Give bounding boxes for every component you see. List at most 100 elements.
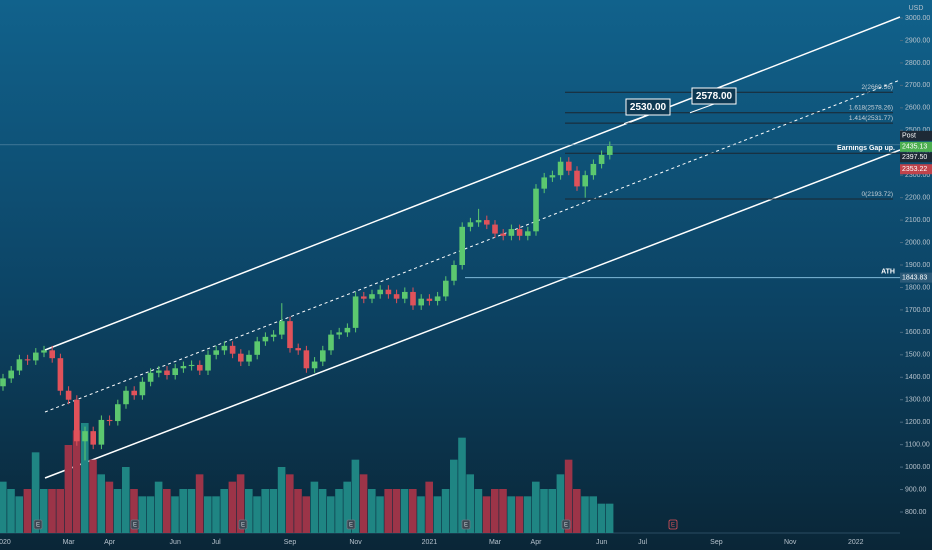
ath-price: 1843.83 — [902, 274, 927, 281]
y-tick-label: 1700.00 — [905, 307, 930, 314]
volume-bar — [589, 496, 597, 533]
candle-body — [123, 390, 129, 405]
volume-bar — [228, 481, 237, 533]
volume-bar — [343, 481, 351, 533]
y-tick-label: 2300.00 — [905, 172, 930, 179]
volume-bar — [179, 489, 187, 533]
x-tick-label: Mar — [489, 539, 502, 546]
candle-body — [566, 161, 572, 171]
candle-body — [336, 332, 342, 335]
y-tick-label: 1000.00 — [905, 464, 930, 471]
earnings-marker: E — [564, 523, 568, 529]
candle-body — [49, 350, 55, 359]
volume-bar — [564, 459, 573, 533]
candle-body — [402, 291, 408, 299]
post-label: Post — [902, 133, 916, 140]
earnings-marker-box — [33, 519, 43, 530]
x-tick-label: Jul — [638, 539, 647, 546]
x-tick-label: Mar — [63, 539, 76, 546]
candle-body — [205, 354, 211, 371]
volume-bar — [359, 474, 368, 533]
price-label-box — [900, 164, 932, 175]
candle-body — [41, 350, 47, 353]
candle-body — [328, 334, 334, 351]
candle-body — [8, 370, 14, 379]
fib-level-label: 0(2193.72) — [862, 191, 893, 198]
earnings-marker: E — [241, 523, 245, 529]
volume-bar — [204, 496, 212, 533]
candle-body — [418, 298, 424, 306]
candle-body — [156, 370, 162, 373]
volume-bar — [597, 503, 606, 533]
volume-bar — [277, 467, 286, 533]
volume-bar — [458, 437, 466, 533]
candle-body — [295, 348, 301, 351]
volume-bar — [318, 489, 327, 533]
candle-body — [434, 296, 441, 301]
candle-body — [221, 345, 228, 351]
y-tick-label: 2000.00 — [905, 239, 930, 246]
candle-body — [262, 336, 269, 342]
candle-body — [598, 154, 605, 164]
volume-bar — [441, 489, 450, 533]
earnings-marker: E — [349, 523, 353, 529]
y-tick-label: 3000.00 — [905, 15, 930, 22]
price-label: 2435.13 — [902, 144, 927, 151]
volume-bar — [400, 489, 409, 533]
candle-body — [426, 298, 433, 301]
volume-bar — [72, 430, 81, 533]
volume-bar — [154, 481, 163, 533]
candle-body — [590, 163, 597, 176]
candle-body — [516, 229, 523, 236]
y-tick-label: 1800.00 — [905, 284, 930, 291]
volume-bar — [466, 474, 474, 533]
volume-bar — [122, 467, 130, 533]
candle-body — [172, 368, 178, 376]
earnings-marker: E — [36, 523, 40, 529]
candle-body — [533, 188, 539, 232]
candle-body — [270, 334, 277, 337]
candle-body — [361, 296, 367, 299]
volume-bar — [40, 489, 48, 533]
candle-body — [500, 233, 506, 236]
y-tick-label: 2600.00 — [905, 105, 930, 112]
volume-bar — [236, 474, 245, 533]
volume-bar — [540, 489, 548, 533]
candle-body — [238, 353, 244, 362]
volume-bar — [499, 489, 507, 533]
callout-label: 2530.00 — [630, 102, 667, 113]
volume-bar — [81, 423, 89, 533]
volume-bar — [0, 481, 7, 533]
earnings-marker: E — [133, 523, 137, 529]
x-tick-label: Nov — [349, 539, 362, 546]
price-label: 2397.50 — [902, 154, 927, 161]
candle-body — [246, 354, 252, 362]
y-tick-label: 1400.00 — [905, 374, 930, 381]
volume-bar — [573, 489, 581, 533]
post-box — [900, 130, 932, 141]
volume-bar — [171, 496, 179, 533]
volume-bar — [548, 489, 556, 533]
candle-body — [213, 350, 219, 355]
candle-body — [180, 366, 187, 369]
x-tick-label: 2022 — [848, 539, 864, 546]
candle-body — [106, 419, 113, 422]
candle-body — [541, 177, 547, 189]
candle-body — [344, 327, 351, 333]
x-tick-label: Jun — [596, 539, 607, 546]
volume-bar — [368, 489, 376, 533]
y-tick-label: 1100.00 — [905, 441, 930, 448]
earnings-marker: E — [671, 523, 675, 529]
channel-middle — [44, 79, 901, 413]
volume-bar — [105, 481, 114, 533]
y-tick-label: 2500.00 — [905, 127, 930, 134]
candle-body — [0, 378, 6, 387]
price-label-box — [900, 152, 932, 163]
y-tick-label: 2100.00 — [905, 217, 930, 224]
channel-upper — [44, 16, 901, 351]
candle-body — [287, 321, 293, 349]
earnings-marker-box — [238, 519, 248, 530]
volume-bar — [507, 496, 515, 533]
volume-bar — [351, 459, 360, 533]
